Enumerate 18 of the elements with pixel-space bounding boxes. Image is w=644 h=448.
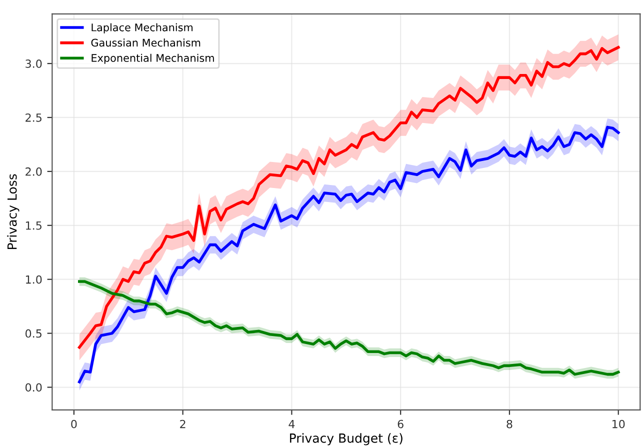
y-axis-title: Privacy Loss xyxy=(7,174,20,250)
legend-label: Laplace Mechanism xyxy=(92,23,193,34)
y-tick-label: 3.0 xyxy=(26,60,42,68)
y-tick-label: 1.5 xyxy=(26,222,42,230)
y-tick-label: 0.0 xyxy=(26,383,42,392)
x-tick-label: 0 xyxy=(71,420,77,428)
y-tick-label: 2.5 xyxy=(26,113,42,122)
x-tick-label: 2 xyxy=(180,420,186,428)
x-axis-title: Privacy Budget (ε) xyxy=(290,433,402,446)
x-tick-label: 8 xyxy=(506,420,512,428)
legend-label: Exponential Mechanism xyxy=(92,54,214,64)
legend-label: Gaussian Mechanism xyxy=(91,38,200,47)
x-tick-label: 6 xyxy=(398,420,404,428)
y-tick-label: 0.5 xyxy=(26,329,42,338)
y-tick-label: 2.0 xyxy=(26,167,42,176)
x-tick-label: 10 xyxy=(612,420,625,428)
y-tick-label: 1.0 xyxy=(26,275,42,284)
x-tick-label: 4 xyxy=(288,420,295,428)
